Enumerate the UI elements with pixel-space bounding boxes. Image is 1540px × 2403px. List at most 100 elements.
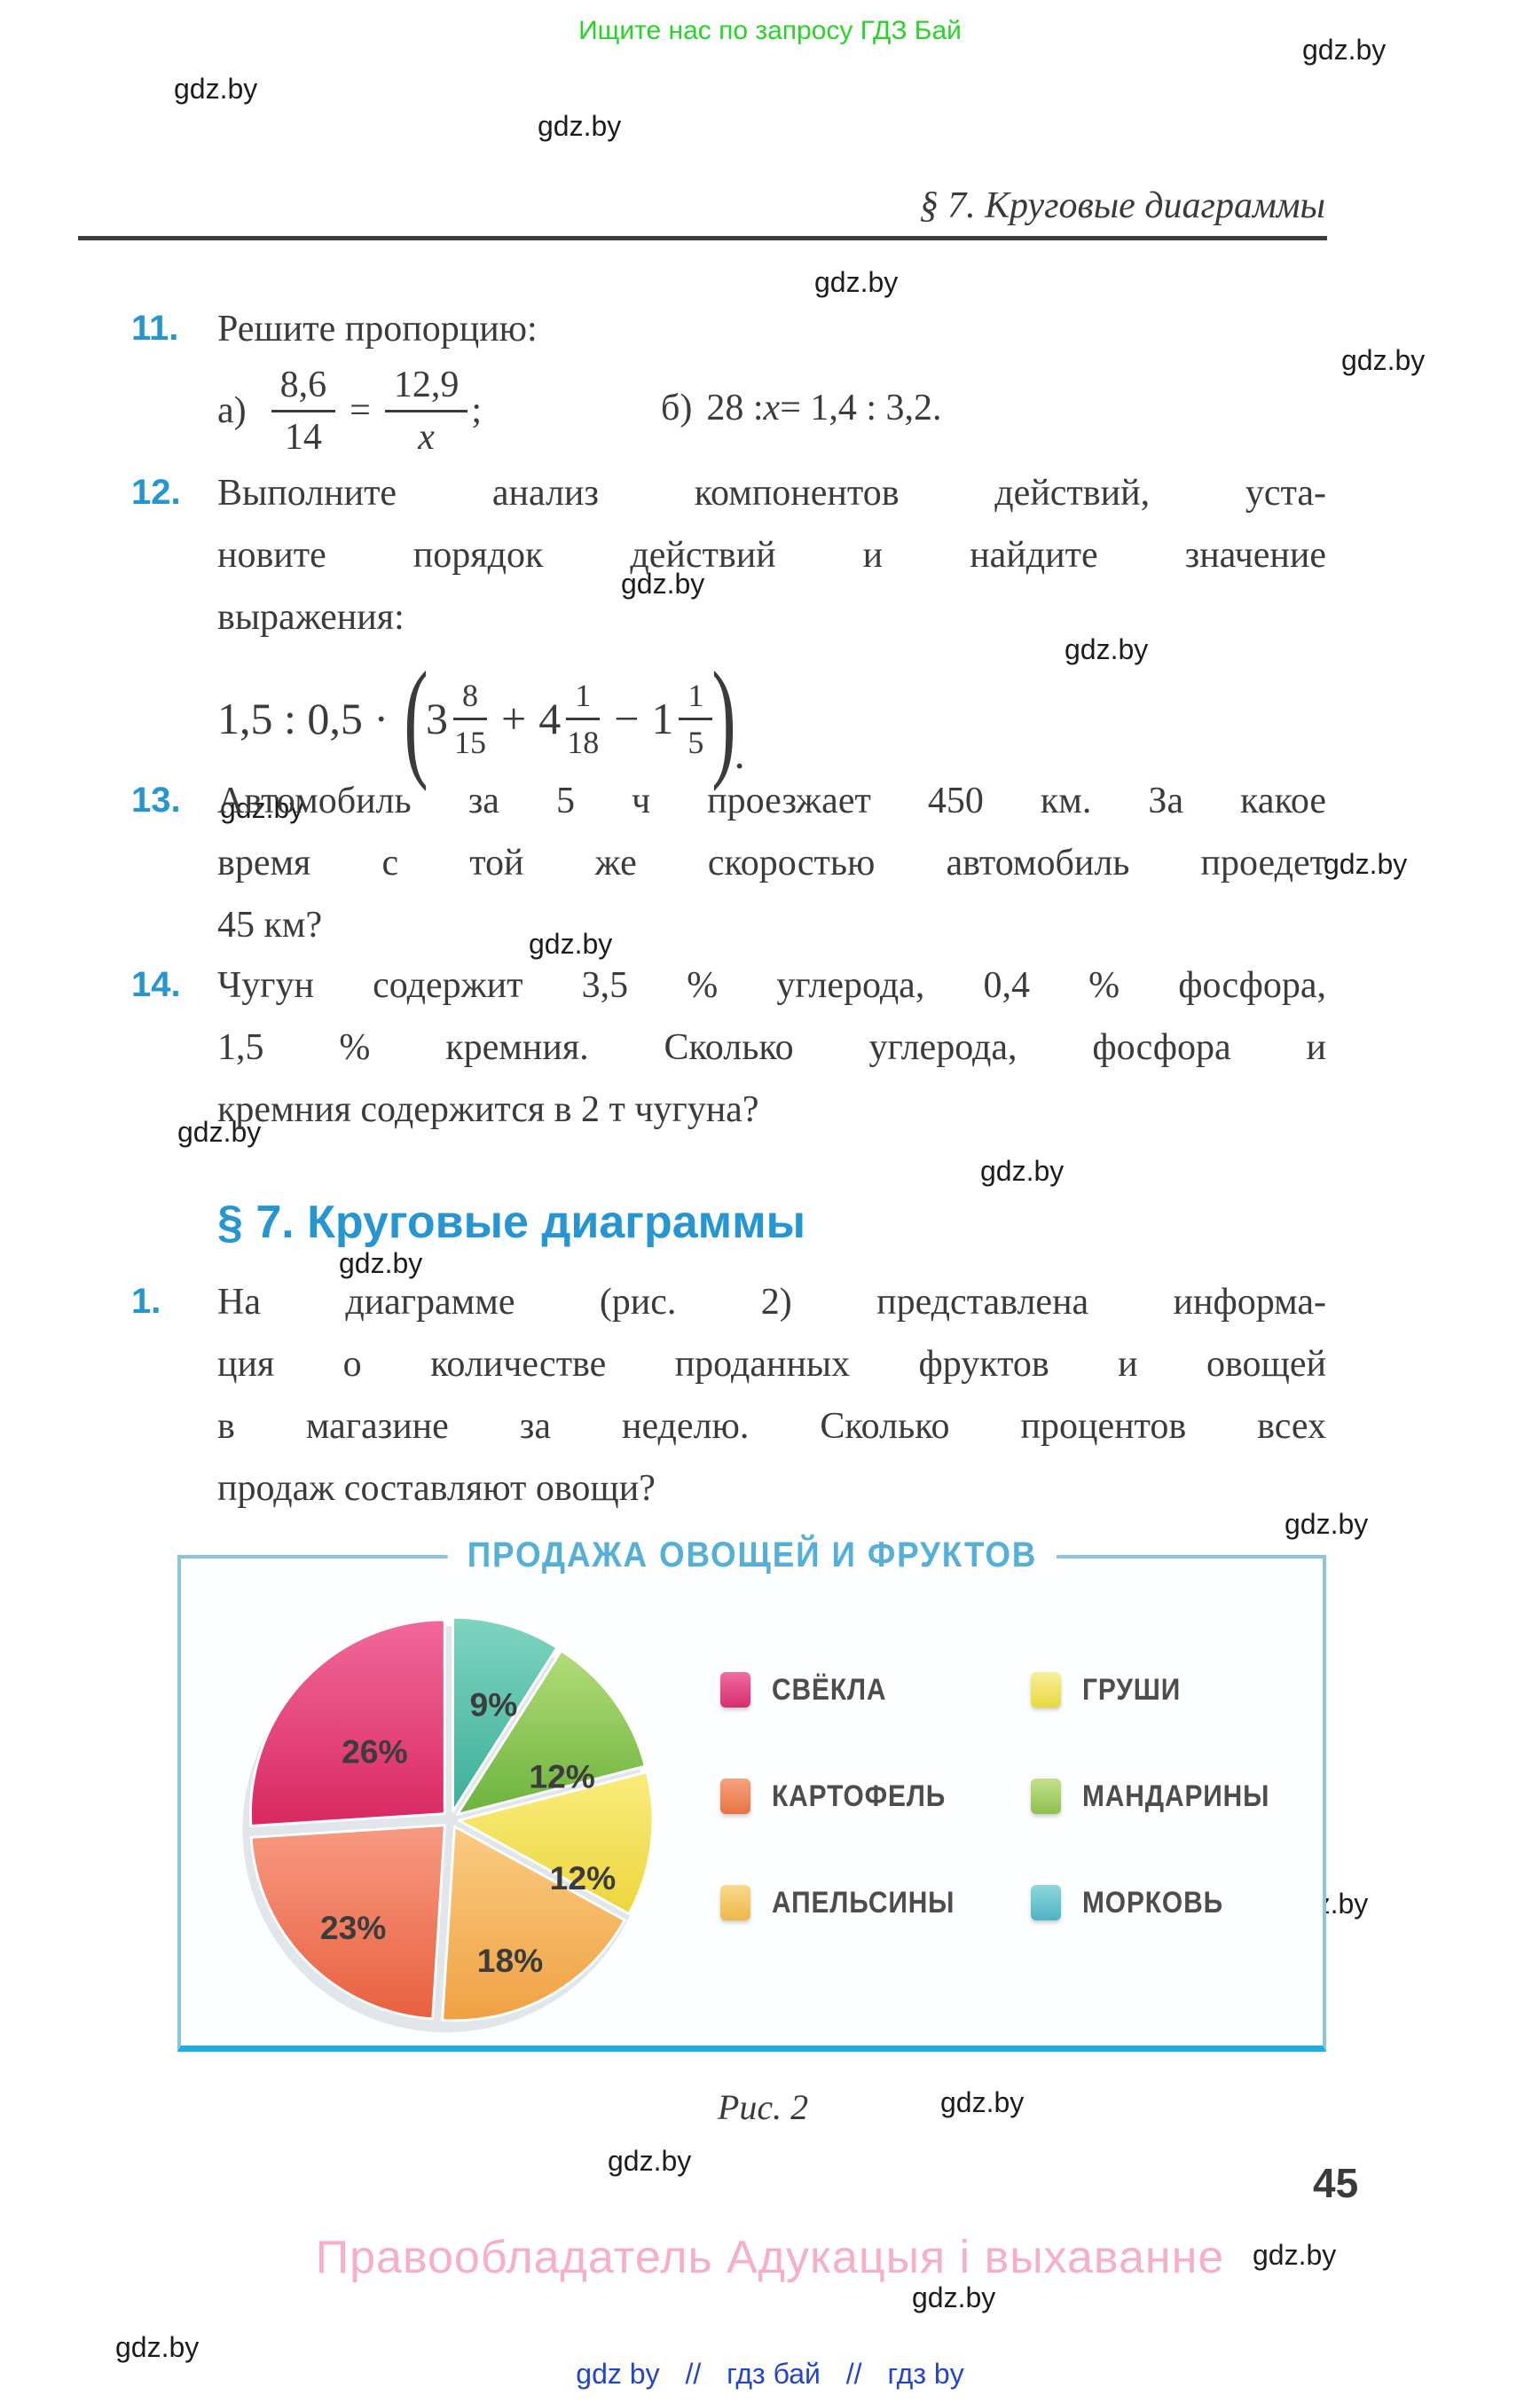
watermark: gdz.by [538,110,622,142]
watermark: gdz.by [174,73,258,105]
problem-1-line4: продаж составляют овощи? [217,1468,656,1509]
equals-sign: = [350,390,371,431]
copyright-line: Правообладатель Адукацыя і выхаванне [315,2232,1225,2283]
item-label-b: б) [661,388,693,428]
watermark: gdz.by [1324,848,1408,880]
legend-label-kartofel: КАРТОФЕЛЬ [772,1779,947,1813]
watermark: gdz.by [621,568,705,600]
legend-label-morkov: МОРКОВЬ [1082,1885,1223,1920]
problem-14-line3: кремния содержится в 2 т чугуна? [217,1089,759,1130]
problem-12-line1: Выполните анализ компонентов действий, у… [217,473,1326,514]
problem-11b-equation: б) 28 : x = 1,4 : 3,2. [661,387,942,429]
footer-separator: // [845,2358,862,2390]
watermark: gdz.by [529,928,613,960]
legend-item-kartofel: КАРТОФЕЛЬ [720,1779,970,1814]
legend-swatch-grushi [1031,1672,1061,1708]
pie-label-9: 9% [470,1686,518,1724]
watermark: gdz.by [814,266,899,298]
chart-title: ПРОДАЖА ОВОЩЕЙ И ФРУКТОВ [447,1535,1057,1575]
footer-link-gdz-by-2[interactable]: гдз by [887,2358,964,2390]
problem-14-line1: Чугун содержит 3,5 % углерода, 0,4 % фос… [217,965,1326,1006]
legend-label-svekla: СВЁКЛА [772,1672,887,1707]
problem-11-intro: Решите пропорцию: [217,309,538,349]
watermark: gdz.by [177,1116,262,1148]
item-label-a: а) [217,390,247,431]
plus-sign: + [501,694,527,743]
watermark: gdz.by [220,792,304,824]
legend-item-mandariny: МАНДАРИНЫ [1031,1779,1295,1814]
pie-slice-svekla-26 [249,1618,446,1827]
watermark: gdz.by [608,2145,692,2177]
pie-slice-grushi-12 [457,1771,655,1915]
legend-item-morkov: МОРКОВЬ [1031,1885,1243,1920]
figure-caption: Рис. 2 [717,2087,809,2127]
promo-banner: Ищите нас по запросу ГДЗ Бай [578,16,962,45]
problem-14-line2: 1,5 % кремния. Сколько углерода, фосфора… [217,1027,1326,1068]
problem-12-line2: новите порядок действий и найдите значен… [217,535,1326,576]
problem-1-line3: в магазине за неделю. Сколько процентов … [217,1406,1326,1447]
mixed-number-2: 4 1 18 [538,677,601,760]
semicolon: ; [471,390,482,431]
figure-box: ПРОДАЖА ОВОЩЕЙ И ФРУКТОВ [177,1535,1326,2052]
pie-slice-mandariny-12 [456,1649,647,1816]
problem-12-line3: выражения: [217,597,405,638]
pie-slice-morkov-9 [452,1615,559,1813]
watermark: gdz.by [1302,34,1387,66]
footer-separator: // [685,2358,702,2390]
watermark: gdz.by [1065,633,1149,665]
problem-number-1: 1. [131,1282,161,1321]
problem-1-line2: ция о количестве проданных фруктов и ово… [217,1344,1326,1385]
watermark: gdz.by [1285,1508,1369,1540]
legend-label-mandariny: МАНДАРИНЫ [1082,1779,1270,1813]
legend-swatch-kartofel [720,1779,750,1814]
b-variable-x: x [763,388,781,428]
mixed-number-1: 3 8 15 [426,677,487,760]
pie-label-23: 23% [320,1909,387,1946]
b-equation-pre: 28 : [706,388,764,428]
expr-period: . [734,728,745,778]
problem-11a-equation: а) 8,6 14 = 12,9 x ; [217,353,482,468]
legend-swatch-morkov [1031,1885,1061,1920]
watermark: gdz.by [1341,344,1426,376]
problem-number-13: 13. [131,781,181,820]
pie-chart-svg: 9% 12% 12% 18% 23% 26% [242,1615,655,2033]
legend-item-grushi: ГРУШИ [1031,1672,1194,1708]
problem-13-line1: Автомобиль за 5 ч проезжает 450 км. За к… [217,781,1326,821]
expr-prefix: 1,5 : 0,5 · [217,694,389,743]
footer-link-gdz-by[interactable]: gdz by [576,2358,660,2390]
pie-slice-apelsiny-18 [441,1825,626,2022]
running-header: § 7. Круговые диаграммы [919,185,1325,226]
b-equation-post: = 1,4 : 3,2. [780,388,942,428]
legend-swatch-svekla [720,1672,750,1708]
section-heading: § 7. Круговые диаграммы [217,1197,805,1248]
header-rule [78,236,1327,240]
fraction-129-x: 12,9 x [384,364,468,459]
pie-label-18: 18% [477,1942,544,1979]
page-number: 45 [1313,2160,1359,2206]
legend-label-grushi: ГРУШИ [1082,1672,1182,1707]
minus-sign: − [614,694,640,743]
pie-label-26: 26% [342,1733,408,1771]
pie-label-12-green: 12% [529,1758,595,1795]
problem-13-line3: 45 км? [217,905,323,946]
legend-label-apelsiny: АПЕЛЬСИНЫ [772,1885,955,1920]
legend-swatch-apelsiny [720,1885,750,1920]
watermark: gdz.by [339,1247,423,1279]
problem-1-line1: На диаграмме (рис. 2) представлена инфор… [217,1282,1326,1323]
legend-swatch-mandariny [1031,1779,1061,1814]
footer-link-gdz-bai[interactable]: гдз бай [727,2358,821,2390]
problem-13-line2: время с той же скоростью автомобиль прое… [217,843,1326,883]
watermark: gdz.by [115,2331,200,2363]
legend-item-apelsiny: АПЕЛЬСИНЫ [720,1885,980,1920]
footer-links: gdz by // гдз бай // гдз by [0,2358,1540,2391]
pie-slice-kartofel-23 [249,1824,446,2021]
pie-chart: 9% 12% 12% 18% 23% 26% [236,1605,665,2034]
fraction-86-14: 8,6 14 [271,364,336,459]
problem-number-14: 14. [131,965,181,1004]
problem-number-11: 11. [131,309,179,348]
watermark: gdz.by [1253,2239,1337,2271]
pie-label-12-yellow: 12% [550,1859,617,1896]
